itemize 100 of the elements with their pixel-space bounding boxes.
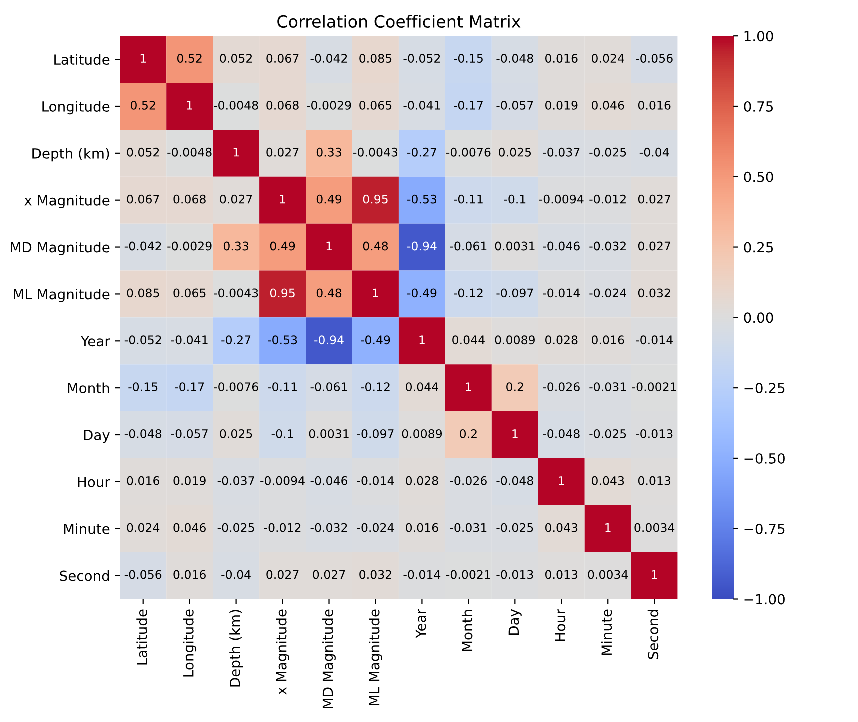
data-label: -0.056 xyxy=(124,570,162,580)
data-label: 0.0034 xyxy=(588,570,628,580)
data-label: -0.048 xyxy=(496,476,534,486)
data-label: 0.33 xyxy=(224,242,249,251)
data-label: 0.013 xyxy=(638,476,671,486)
data-label: 0.95 xyxy=(270,288,295,298)
data-label: 0.028 xyxy=(406,476,438,486)
data-label: 0.067 xyxy=(266,54,299,63)
data-label: 1 xyxy=(140,54,146,63)
data-label: 0.0089 xyxy=(402,430,442,438)
data-label: -0.012 xyxy=(590,194,626,204)
color-bar-label: −0.25 xyxy=(744,383,785,394)
y-tick-label: Month xyxy=(68,382,110,394)
x-tick-label: Year xyxy=(416,608,426,638)
data-label: 0.052 xyxy=(127,148,160,157)
data-label: -0.0094 xyxy=(260,476,305,486)
data-label: -0.013 xyxy=(636,430,673,438)
y-tick-label: Day xyxy=(84,430,110,444)
color-bar-label: −1.00 xyxy=(744,594,785,605)
data-label: -0.048 xyxy=(124,430,162,438)
data-label: 0.046 xyxy=(174,523,206,532)
data-label: 0.49 xyxy=(270,242,296,251)
data-label: 0.027 xyxy=(266,570,299,580)
data-label: -0.1 xyxy=(272,430,294,438)
color-bar-label: 0.50 xyxy=(744,172,774,182)
x-tick-label: MD Magnitude xyxy=(322,610,336,708)
y-tick-label: Depth (km) xyxy=(32,148,110,162)
data-label: -0.11 xyxy=(268,382,297,392)
data-label: 0.016 xyxy=(592,336,624,345)
y-tick-label: ML Magnitude xyxy=(14,288,110,302)
data-label: 0.016 xyxy=(546,54,578,63)
data-label: -0.041 xyxy=(404,100,440,110)
x-tick-label: Minute xyxy=(601,610,612,656)
data-label: -0.014 xyxy=(636,336,673,345)
data-label: 0.044 xyxy=(406,382,438,392)
data-label: -0.15 xyxy=(454,54,483,63)
data-label: -0.17 xyxy=(454,100,483,110)
data-label: -0.026 xyxy=(450,476,487,486)
color-bar-label: 1.00 xyxy=(744,31,774,42)
data-label: -0.012 xyxy=(264,523,301,532)
data-label: -0.53 xyxy=(268,336,298,345)
data-label: 0.013 xyxy=(546,570,578,580)
x-tick-label: ML Magnitude xyxy=(369,610,382,706)
data-label: 0.027 xyxy=(220,194,252,204)
data-label: 1 xyxy=(420,336,425,344)
color-bar-label: 0.25 xyxy=(744,242,774,253)
data-label: -0.27 xyxy=(408,148,436,157)
data-label: 1 xyxy=(606,524,611,532)
data-label: -0.94 xyxy=(408,242,437,251)
data-label: -0.031 xyxy=(590,382,626,392)
data-label: 0.085 xyxy=(360,54,392,63)
data-label: -0.025 xyxy=(218,523,254,532)
data-label: -0.0029 xyxy=(307,100,352,110)
data-label: 0.028 xyxy=(546,336,578,345)
data-label: -0.042 xyxy=(124,242,162,251)
x-tick-label: Hour xyxy=(555,608,566,642)
data-label: -0.1 xyxy=(504,194,526,204)
data-label: -0.0021 xyxy=(446,570,490,580)
data-label: 0.0031 xyxy=(309,430,349,438)
y-tick-label: Longitude xyxy=(42,101,110,115)
data-label: -0.27 xyxy=(222,336,251,345)
data-label: 0.043 xyxy=(592,476,624,486)
data-label: 1 xyxy=(373,288,378,298)
data-label: -0.032 xyxy=(590,242,626,251)
data-label: 0.067 xyxy=(127,194,160,204)
data-label: 1 xyxy=(652,570,658,580)
data-label: 0.025 xyxy=(499,148,532,157)
data-label: 1 xyxy=(234,148,239,157)
data-label: -0.046 xyxy=(310,476,348,486)
data-label: -0.014 xyxy=(404,570,441,580)
data-label: 1 xyxy=(466,382,472,392)
data-label: -0.04 xyxy=(640,148,670,157)
data-label: -0.49 xyxy=(361,336,390,345)
data-label: -0.0043 xyxy=(354,148,398,157)
chart-title: Correlation Coefficient Matrix xyxy=(278,15,521,28)
data-label: 0.016 xyxy=(406,523,438,532)
x-tick-label: Latitude xyxy=(136,610,148,665)
data-label: 0.016 xyxy=(174,570,206,580)
data-label: -0.94 xyxy=(314,336,344,345)
data-label: -0.0048 xyxy=(214,100,258,110)
data-label: -0.0076 xyxy=(446,148,491,157)
data-label: 1 xyxy=(559,476,564,486)
data-label: -0.048 xyxy=(496,54,534,63)
data-label: -0.061 xyxy=(310,382,348,392)
data-label: 1 xyxy=(326,242,332,251)
data-label: -0.052 xyxy=(124,336,162,345)
data-label: 1 xyxy=(187,101,192,110)
data-label: -0.0076 xyxy=(214,382,258,392)
data-label: -0.014 xyxy=(357,476,394,486)
data-label: -0.0021 xyxy=(632,382,676,392)
data-label: -0.032 xyxy=(310,523,348,532)
y-tick-label: Hour xyxy=(78,477,110,488)
data-label: -0.031 xyxy=(450,523,487,532)
data-label: 0.085 xyxy=(127,288,160,298)
data-label: 0.016 xyxy=(127,476,160,486)
y-tick-label: Minute xyxy=(64,524,110,534)
y-tick-label: MD Magnitude xyxy=(11,242,110,256)
data-label: 0.016 xyxy=(638,100,671,110)
data-label: -0.0029 xyxy=(168,242,212,251)
data-label: 0.52 xyxy=(130,100,156,110)
